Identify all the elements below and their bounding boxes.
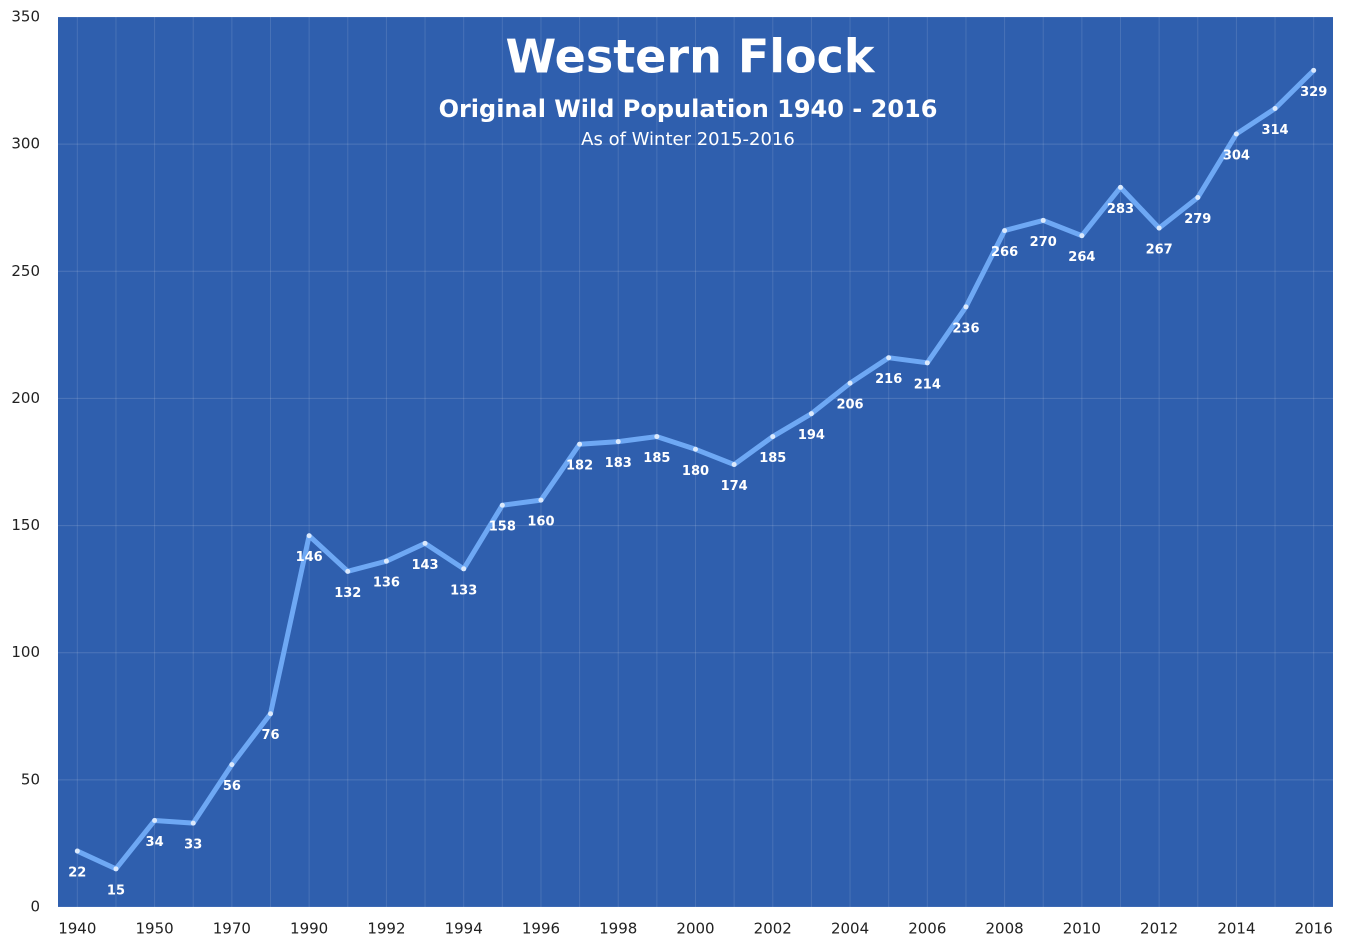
data-label: 283: [1107, 202, 1134, 217]
data-point: [1118, 184, 1123, 190]
data-label: 206: [836, 398, 863, 413]
chart-subtitle: Original Wild Population 1940 - 2016: [439, 95, 938, 123]
data-point: [1040, 217, 1046, 223]
x-tick-label: 2002: [754, 920, 792, 938]
data-point: [577, 441, 583, 447]
y-tick-label: 150: [11, 516, 40, 534]
y-tick-label: 300: [11, 135, 40, 153]
data-point: [615, 439, 621, 445]
data-label: 304: [1223, 148, 1250, 163]
x-tick-label: 1992: [367, 920, 405, 938]
data-label: 56: [223, 779, 241, 794]
data-label: 160: [527, 515, 554, 530]
data-label: 270: [1030, 235, 1057, 250]
data-label: 185: [759, 451, 786, 466]
y-tick-label: 350: [11, 8, 40, 26]
x-tick-label: 2014: [1217, 920, 1255, 938]
y-tick-label: 100: [11, 643, 40, 661]
data-label: 34: [146, 835, 164, 850]
plot-background: [58, 17, 1333, 907]
data-label: 183: [605, 456, 632, 471]
y-tick-label: 250: [11, 262, 40, 280]
data-point: [1156, 225, 1162, 231]
data-label: 76: [261, 728, 279, 743]
data-point: [345, 568, 351, 574]
data-point: [1195, 195, 1201, 201]
x-tick-label: 1996: [522, 920, 560, 938]
x-tick-label: 1940: [58, 920, 96, 938]
chart-title: Western Flock: [506, 30, 876, 84]
data-label: 185: [643, 451, 670, 466]
data-point: [924, 360, 930, 366]
data-point: [1272, 106, 1278, 112]
data-label: 194: [798, 428, 825, 443]
x-tick-label: 2000: [676, 920, 714, 938]
data-label: 136: [373, 576, 400, 591]
data-label: 236: [952, 321, 979, 336]
data-label: 314: [1261, 123, 1288, 138]
x-tick-label: 1970: [213, 920, 251, 938]
data-point: [693, 446, 698, 452]
x-tick-label: 2016: [1295, 920, 1333, 938]
y-tick-label: 0: [30, 898, 40, 916]
data-point: [74, 848, 80, 854]
data-point: [422, 540, 428, 546]
data-point: [113, 866, 119, 872]
data-label: 266: [991, 245, 1018, 260]
data-point: [1233, 131, 1239, 137]
data-label: 279: [1184, 212, 1211, 227]
data-point: [731, 462, 737, 468]
data-point: [847, 380, 853, 386]
data-label: 143: [411, 558, 438, 573]
data-label: 214: [914, 377, 941, 392]
data-point: [1002, 228, 1008, 234]
x-tick-label: 2008: [985, 920, 1023, 938]
data-label: 267: [1146, 243, 1173, 258]
data-point: [306, 533, 312, 539]
data-point: [886, 355, 892, 361]
chart-note: As of Winter 2015-2016: [581, 129, 795, 150]
data-label: 264: [1068, 250, 1095, 265]
data-label: 22: [68, 866, 86, 881]
data-label: 133: [450, 583, 477, 598]
data-point: [1079, 233, 1085, 239]
data-point: [654, 434, 660, 440]
data-point: [461, 566, 467, 572]
data-point: [808, 411, 814, 417]
data-point: [538, 497, 544, 503]
data-point: [152, 818, 158, 824]
x-tick-label: 2010: [1063, 920, 1101, 938]
data-label: 33: [184, 838, 202, 853]
data-label: 180: [682, 464, 709, 479]
y-tick-label: 50: [21, 770, 40, 788]
data-label: 182: [566, 459, 593, 474]
data-label: 146: [296, 550, 323, 565]
data-point: [383, 558, 389, 564]
x-tick-label: 2006: [908, 920, 946, 938]
x-tick-label: 1990: [290, 920, 328, 938]
data-label: 329: [1300, 85, 1327, 100]
data-point: [1311, 67, 1317, 73]
data-point: [963, 304, 969, 310]
data-point: [229, 762, 235, 768]
x-tick-label: 1994: [445, 920, 483, 938]
data-label: 15: [107, 883, 125, 898]
data-point: [770, 434, 776, 440]
data-label: 174: [721, 479, 748, 494]
data-label: 132: [334, 586, 361, 601]
x-tick-label: 2012: [1140, 920, 1178, 938]
x-tick-label: 2004: [831, 920, 869, 938]
data-point: [190, 820, 196, 826]
x-tick-label: 1998: [599, 920, 637, 938]
data-label: 158: [489, 520, 516, 535]
data-point: [499, 502, 505, 508]
data-point: [268, 711, 273, 717]
y-tick-label: 200: [11, 389, 40, 407]
x-tick-label: 1950: [135, 920, 173, 938]
data-label: 216: [875, 372, 902, 387]
